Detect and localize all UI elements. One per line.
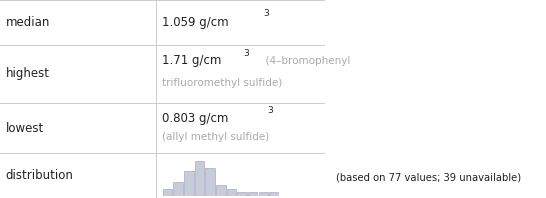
Bar (248, 192, 258, 196)
Bar (259, 192, 268, 196)
Text: 3: 3 (267, 107, 273, 115)
Text: (based on 77 values; 39 unavailable): (based on 77 values; 39 unavailable) (336, 172, 521, 182)
Bar (173, 182, 183, 196)
Text: median: median (5, 16, 50, 29)
Text: lowest: lowest (5, 122, 44, 135)
Text: trifluoromethyl sulfide): trifluoromethyl sulfide) (162, 77, 282, 88)
Bar (194, 161, 204, 196)
Text: 3: 3 (263, 10, 269, 18)
Text: 1.71 g/cm: 1.71 g/cm (162, 54, 222, 67)
Text: highest: highest (5, 67, 50, 80)
Bar (184, 171, 194, 196)
Text: 0.803 g/cm: 0.803 g/cm (162, 112, 229, 125)
Bar (205, 168, 215, 196)
Bar (216, 185, 225, 196)
Bar (269, 192, 279, 196)
Text: 1.059 g/cm: 1.059 g/cm (162, 16, 229, 29)
Text: (allyl methyl sulfide): (allyl methyl sulfide) (162, 132, 269, 142)
Text: (4–bromophenyl: (4–bromophenyl (259, 56, 351, 66)
Text: 3: 3 (243, 49, 249, 58)
Text: distribution: distribution (5, 169, 73, 182)
Bar (163, 189, 173, 196)
Bar (227, 189, 236, 196)
Bar (238, 192, 247, 196)
